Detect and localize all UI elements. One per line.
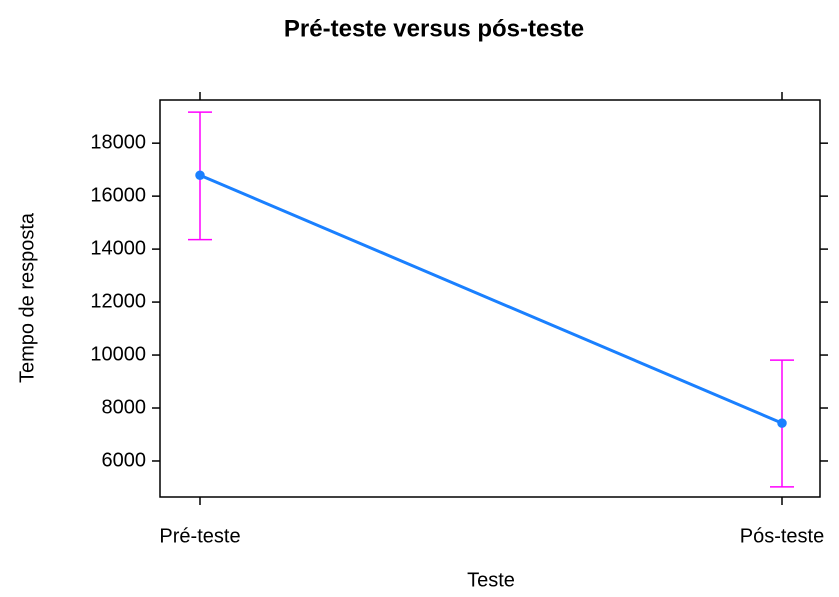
point xyxy=(195,170,205,180)
y-tick-label: 14000 xyxy=(90,237,146,259)
line xyxy=(199,173,783,425)
point xyxy=(777,418,787,428)
plot-frame xyxy=(159,99,821,498)
y-tick-label: 18000 xyxy=(90,131,146,153)
chart-title: Pré-teste versus pós-teste xyxy=(284,15,584,42)
y-tick-label: 12000 xyxy=(90,290,146,312)
x-axis-label: Teste xyxy=(467,569,515,591)
y-tick-label: 8000 xyxy=(102,396,147,418)
x-tick-label: Pós-teste xyxy=(740,525,824,547)
x-tick-label: Pré-teste xyxy=(159,525,240,547)
y-tick-label: 6000 xyxy=(102,449,147,471)
y-tick-label: 16000 xyxy=(90,184,146,206)
y-tick-label: 10000 xyxy=(90,343,146,365)
y-axis-label: Tempo de resposta xyxy=(16,212,38,383)
